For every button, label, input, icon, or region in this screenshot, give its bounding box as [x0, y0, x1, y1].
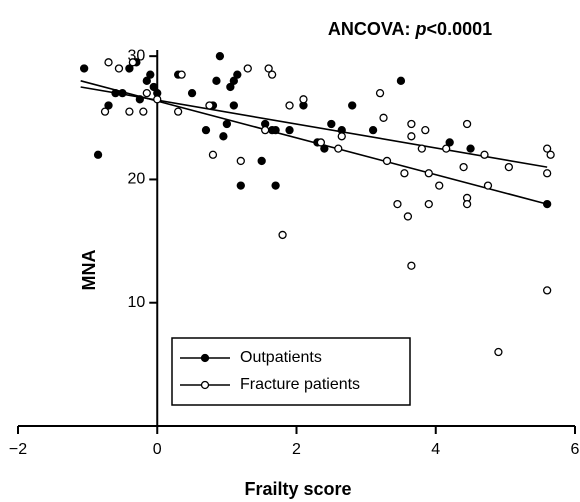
- point: [128, 58, 138, 67]
- point: [278, 230, 287, 240]
- point: [543, 199, 552, 209]
- point: [219, 132, 228, 141]
- x-tick-label: 0: [153, 441, 162, 458]
- point: [407, 261, 416, 270]
- point: [459, 162, 468, 172]
- point: [400, 169, 409, 178]
- point: [379, 113, 388, 122]
- point: [267, 70, 277, 79]
- point: [320, 144, 329, 153]
- point: [114, 64, 124, 73]
- chart-title: ANCOVA: p<0.0001: [328, 19, 492, 39]
- point: [100, 107, 110, 116]
- title-part: <0.0001: [427, 19, 493, 39]
- point: [462, 119, 472, 129]
- legend-label: Outpatients: [240, 349, 322, 366]
- point: [125, 107, 134, 116]
- point: [142, 88, 151, 98]
- point: [327, 119, 336, 129]
- point: [222, 119, 232, 129]
- point: [396, 76, 406, 85]
- point: [236, 156, 245, 166]
- point: [271, 125, 280, 135]
- x-tick-label: −2: [9, 441, 27, 458]
- point: [424, 199, 433, 209]
- point: [337, 132, 346, 141]
- x-tick-label: 4: [431, 441, 440, 458]
- point: [417, 144, 426, 153]
- point: [543, 169, 552, 178]
- point: [139, 107, 148, 116]
- point: [407, 132, 416, 141]
- legend-label: Fracture patients: [240, 376, 360, 393]
- point: [435, 181, 444, 190]
- point: [229, 101, 238, 110]
- point: [79, 64, 89, 73]
- y-axis-label: MNA: [79, 250, 99, 291]
- y-tick-label: 10: [127, 294, 145, 311]
- point: [212, 76, 221, 85]
- point: [442, 144, 451, 153]
- point: [403, 212, 413, 221]
- point: [348, 101, 357, 110]
- point: [208, 150, 218, 159]
- point: [236, 181, 245, 190]
- point: [299, 95, 308, 104]
- x-tick-label: 2: [292, 441, 301, 458]
- point: [264, 64, 273, 73]
- point: [149, 82, 158, 92]
- point: [215, 52, 225, 61]
- point: [445, 138, 454, 147]
- legend-box: [171, 337, 411, 406]
- point: [285, 101, 294, 110]
- point: [421, 125, 430, 135]
- point: [480, 150, 489, 159]
- y-tick-label: 20: [127, 171, 145, 188]
- point: [546, 150, 555, 159]
- point: [142, 76, 151, 85]
- point: [104, 58, 113, 67]
- point: [462, 199, 472, 209]
- point: [261, 125, 270, 135]
- point: [424, 169, 433, 178]
- point: [201, 125, 211, 135]
- point: [93, 150, 103, 159]
- point: [504, 162, 514, 172]
- title-part: ANCOVA:: [328, 19, 416, 39]
- point: [382, 156, 392, 166]
- point: [543, 144, 552, 153]
- point: [466, 144, 475, 153]
- point: [205, 101, 214, 110]
- point: [271, 181, 280, 190]
- point: [104, 101, 113, 110]
- point: [316, 138, 326, 147]
- point: [153, 95, 162, 104]
- fit-line: [80, 86, 548, 168]
- point: [543, 286, 552, 295]
- point: [375, 88, 385, 98]
- point: [177, 70, 186, 79]
- point: [243, 64, 252, 73]
- legend-marker: [200, 353, 210, 363]
- x-tick-label: 6: [571, 441, 580, 458]
- point: [285, 125, 294, 135]
- point: [226, 82, 235, 92]
- point: [187, 88, 197, 98]
- point: [125, 64, 134, 73]
- title-part: p: [415, 19, 427, 39]
- point: [334, 144, 343, 153]
- point: [368, 125, 378, 135]
- point: [407, 119, 416, 129]
- x-axis-label: Frailty score: [244, 479, 351, 499]
- point: [233, 70, 242, 79]
- point: [393, 199, 402, 209]
- point: [257, 156, 266, 166]
- point: [173, 107, 183, 116]
- point: [494, 347, 503, 357]
- point: [483, 181, 493, 190]
- legend-marker: [200, 380, 210, 390]
- point: [146, 70, 155, 79]
- point: [229, 76, 238, 85]
